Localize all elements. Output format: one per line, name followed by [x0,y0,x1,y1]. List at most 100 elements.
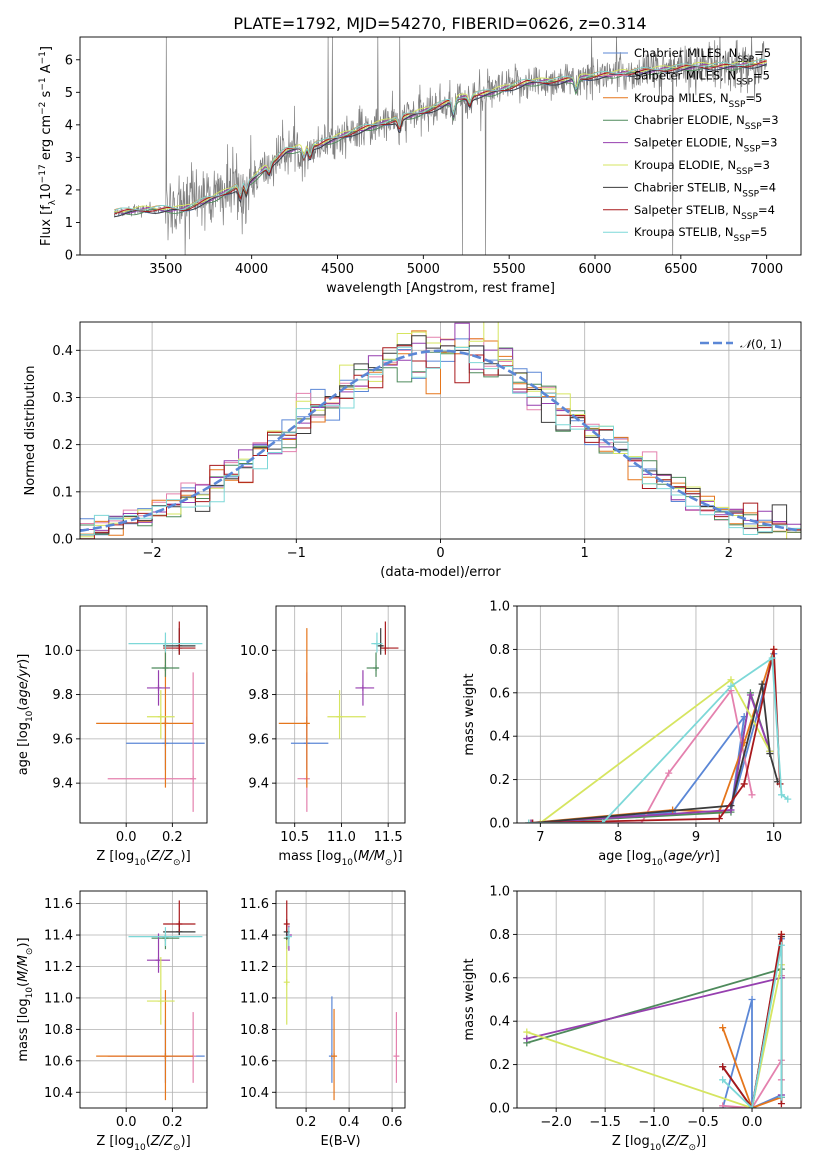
marker [382,645,389,652]
marker [162,1053,169,1060]
weight-marker [719,1076,727,1084]
marker [190,775,197,782]
weight-series [525,650,778,823]
y-tick-label: 10.4 [240,1086,269,1101]
y-tick-label: 0.6 [489,686,510,701]
y-tick-label: 0.4 [489,730,510,745]
legend-label: Kroupa STELIB, NSSP=5 [634,225,767,244]
legend-label: Chabrier MILES, NSSP=5 [634,46,771,65]
panel-spectrum: 3500 4000 4500 5000 5500 6000 6500 7000 0 1 2 3 4 5 6 w… [38,36,802,296]
weight-marker [599,819,607,823]
marker [303,720,310,727]
x-axis-label: Z [log10(Z/Z⊙)] [96,1134,190,1153]
marker [359,684,366,691]
y-tick-label: 1.0 [489,600,510,615]
weight-line [539,678,771,823]
error-bar [163,621,196,655]
y-tick-label: 11.4 [240,929,269,944]
y-tick-label: 9.4 [248,777,269,792]
error-bar [366,652,380,677]
y-tick-label: 11.0 [240,991,269,1006]
y-tick-label: 0.1 [52,485,73,500]
error-bar [290,716,329,770]
spectrum-legend: Chabrier MILES, NSSP=5 Salpeter MILES, NS… [603,46,779,244]
weight-marker [719,1063,727,1071]
weight-marker [778,791,786,799]
axes-box [516,605,802,824]
figure-title: PLATE=1792, MJD=54270, FIBERID=0626, z=0… [233,14,646,33]
error-bar [393,1012,400,1083]
marker [283,979,290,986]
x-tick-label: 2 [725,546,733,561]
error-bar [380,621,399,655]
marker [336,713,343,720]
weight-series [525,654,792,823]
y-axis-label: Normed distribution [23,366,38,496]
y-axis-label: mass [log10(M/M⊙)] [16,937,35,1061]
y-tick-label: 10.0 [240,644,269,659]
plot-area [523,930,785,1108]
y-tick-label: 0.8 [489,643,510,658]
axes-frame: −2.0 −1.5 −1.0 −0.5 0.0 0.0 0.2 0.4 0.6 0.8 1.0 Z [… [462,885,802,1153]
x-axis-label: Z [log10(Z/Z⊙)] [96,849,190,868]
x-tick-label: −1.0 [638,1115,670,1130]
weight-marker [727,676,735,684]
error-bar [107,1012,197,1083]
error-bar [327,690,366,739]
weight-line [531,688,753,823]
panel-residuals: −2 −1 0 1 2 0.0 0.1 0.2 0.3 0.4 (data-model)/error… [23,321,802,580]
weight-line [528,653,775,823]
y-tick-label: 10.8 [44,1023,73,1038]
error-bar [297,672,310,812]
y-tick-label: 0.2 [489,773,510,788]
x-tick-label: 9 [692,830,700,845]
x-tick-label: 4000 [235,262,268,277]
error-bar [107,672,197,812]
x-tick-label: 1 [581,546,589,561]
legend-label: Kroupa ELODIE, NSSP=3 [634,158,770,177]
y-tick-label: 11.2 [44,960,73,975]
marker [176,645,183,652]
error-bar [163,900,196,932]
y-axis-label: mass weight [462,673,477,755]
y-tick-label: 9.8 [52,688,73,703]
x-tick-label: 0 [436,546,444,561]
x-axis-label: age [log10(age/yr)] [598,849,720,868]
error-bar [285,927,292,947]
x-tick-label: 4500 [321,262,354,277]
error-bar [146,957,175,1025]
error-bar [96,641,194,788]
panel-mass-weight-vs-age: 7 8 9 10 0.0 0.2 0.4 0.6 0.8 1.0 age [log10(age/yr… [462,600,802,868]
weight-marker [777,1100,785,1108]
marker [285,933,292,940]
y-tick-label: 11.6 [44,897,73,912]
weight-marker [523,1028,531,1036]
marker [331,1053,338,1060]
x-tick-label: 11.5 [374,830,403,845]
plots-layer: 3500 4000 4500 5000 5500 6000 6500 7000 0 1 2 3 4 5 6 w… [16,36,802,1153]
y-tick-label: 2 [65,183,73,198]
weight-marker [715,815,723,823]
spectrum-data-line [113,37,768,255]
marker [283,921,290,928]
plot-area [113,37,768,255]
x-tick-label: 0.2 [162,830,183,845]
y-tick-label: 10.6 [44,1054,73,1069]
axes-frame: 0.0 0.2 10.4 10.6 10.8 11.0 11.2 11.4 11.6 Z [log… [16,890,208,1153]
weight-line [722,945,783,1108]
y-tick-label: 0.2 [489,1058,510,1073]
x-tick-label: −2 [143,546,162,561]
weight-marker [768,654,776,662]
error-bar [128,632,203,653]
x-tick-label: 7 [536,830,544,845]
weight-marker [523,1035,531,1043]
x-tick-label: 6000 [578,262,611,277]
axes-box [516,890,802,1109]
residual-legend: 𝒩(0, 1) [700,337,782,351]
weight-marker [766,750,774,758]
x-tick-label: 0.6 [382,1115,403,1130]
axes-frame: 10.5 11.0 11.5 9.4 9.6 9.8 10.0 mass [log10(M/M… [240,605,406,868]
x-axis-label: mass [log10(M/M⊙)] [278,849,402,868]
x-tick-label: 3500 [149,262,182,277]
y-tick-label: 0.0 [489,1102,510,1117]
